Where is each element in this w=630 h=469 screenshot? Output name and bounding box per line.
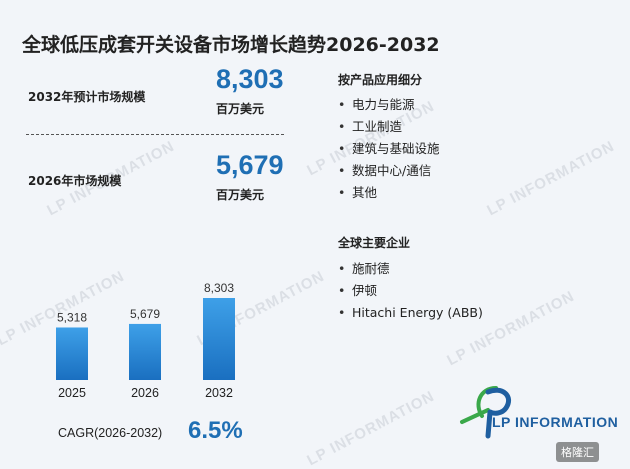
watermark-text: LP INFORMATION xyxy=(484,137,618,220)
list-item: 数据中心/通信 xyxy=(338,160,440,182)
current-label: 2026年市场规模 xyxy=(28,174,122,188)
bar-2025 xyxy=(56,327,88,380)
site-badge: 格隆汇 xyxy=(556,442,599,462)
x-tick-label: 2032 xyxy=(205,386,233,400)
list-item: 伊顿 xyxy=(338,280,483,302)
x-tick-label: 2025 xyxy=(58,386,86,400)
list-item: 施耐德 xyxy=(338,258,483,280)
divider xyxy=(26,134,284,135)
cagr-label: CAGR(2026-2032) xyxy=(58,426,163,440)
logo-text: LP INFORMATION xyxy=(492,414,619,430)
applications-list: 电力与能源 工业制造 建筑与基础设施 数据中心/通信 其他 xyxy=(338,94,440,204)
applications-title: 按产品应用细分 xyxy=(338,73,423,87)
current-value: 5,679 xyxy=(216,150,284,180)
data-label: 8,303 xyxy=(204,281,234,295)
forecast-value: 8,303 xyxy=(216,64,284,94)
data-label: 5,318 xyxy=(57,310,87,324)
list-item: 其他 xyxy=(338,182,440,204)
watermark-text: LP INFORMATION xyxy=(304,387,438,469)
list-item: 电力与能源 xyxy=(338,94,440,116)
list-item: 工业制造 xyxy=(338,116,440,138)
bar-2026 xyxy=(129,323,161,380)
forecast-unit: 百万美元 xyxy=(216,102,265,116)
companies-title: 全球主要企业 xyxy=(338,236,411,250)
x-tick-label: 2026 xyxy=(131,386,159,400)
forecast-label: 2032年预计市场规模 xyxy=(28,90,146,104)
data-label: 5,679 xyxy=(130,307,160,321)
list-item: Hitachi Energy (ABB) xyxy=(338,302,483,324)
bar-chart: 5,318 2025 5,679 2026 8,303 2032 xyxy=(56,281,235,400)
cagr-value: 6.5% xyxy=(188,417,243,444)
page-title: 全球低压成套开关设备市场增长趋势2026-2032 xyxy=(22,34,440,56)
current-unit: 百万美元 xyxy=(216,188,265,202)
list-item: 建筑与基础设施 xyxy=(338,138,440,160)
companies-list: 施耐德 伊顿 Hitachi Energy (ABB) xyxy=(338,258,483,324)
bar-2032 xyxy=(203,298,235,380)
lp-information-logo xyxy=(460,386,512,439)
